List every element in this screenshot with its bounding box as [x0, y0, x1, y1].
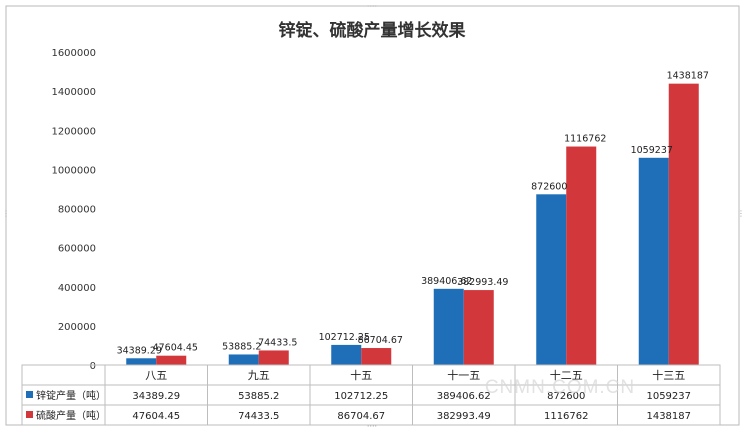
x-tick-label: 十五: [350, 368, 372, 382]
data-table-cell: 53885.2: [238, 391, 279, 402]
data-label: 1438187: [667, 71, 709, 82]
data-label: 1116762: [564, 134, 606, 145]
legend-entry: 硫酸产量（吨）: [36, 409, 106, 422]
bar-zinc: [331, 344, 362, 365]
bar-series-group: [126, 83, 699, 366]
y-axis-tick-labels: 0 200000 400000 600000 800000 1000000 1200000 1…: [51, 48, 96, 372]
x-tick-label: 十一五: [447, 368, 480, 382]
data-label: 389406.62: [421, 276, 472, 287]
legend-entry: 锌锭产量（吨）: [36, 389, 106, 402]
y-tick-label: 800000: [58, 205, 96, 216]
bar-acid: [258, 350, 289, 365]
x-tick-label: 八五: [145, 369, 167, 382]
data-table-cell: 1438187: [646, 411, 691, 422]
bar-acid: [566, 146, 597, 365]
data-table-cell: 1116762: [544, 411, 589, 422]
x-tick-label: 九五: [248, 369, 270, 382]
chart-title: 锌锭、硫酸产量增长效果: [279, 20, 466, 41]
x-tick-label: 十三五: [652, 368, 685, 382]
bar-zinc: [638, 157, 669, 365]
x-tick-label: 十二五: [550, 368, 583, 382]
resize-handle-left[interactable]: ⋮: [2, 209, 10, 218]
resize-handle-top[interactable]: ····: [367, 2, 377, 11]
data-table-cell: 34389.29: [132, 391, 180, 402]
data-table-cell: 1059237: [646, 391, 691, 402]
y-tick-label: 1600000: [51, 48, 96, 59]
data-label: 86704.67: [358, 335, 403, 346]
bar-acid: [361, 348, 392, 365]
bar-zinc: [126, 358, 157, 365]
data-table-cell: 382993.49: [437, 411, 491, 422]
y-tick-label: 0: [90, 361, 96, 372]
data-table-cell: 102712.25: [334, 391, 388, 402]
data-label: 47604.45: [153, 343, 198, 354]
bar-zinc: [433, 288, 464, 365]
data-label: 102712.25: [319, 332, 370, 343]
resize-handle-right[interactable]: ⋮: [737, 209, 745, 218]
bar-zinc: [228, 354, 259, 365]
y-tick-label: 1400000: [51, 87, 96, 98]
data-label: 382993.49: [457, 277, 508, 288]
y-tick-label: 600000: [58, 244, 96, 255]
y-tick-label: 1200000: [51, 126, 96, 137]
bar-zinc: [536, 194, 567, 365]
legend-swatch: [26, 411, 33, 418]
data-table-cell: 74433.5: [238, 411, 279, 422]
data-table-border: [21, 364, 721, 426]
data-label: 1059237: [631, 145, 673, 156]
data-label: 53885.2: [222, 341, 261, 352]
data-label: 34389.29: [117, 345, 162, 356]
y-tick-label: 200000: [58, 322, 96, 333]
legend-swatch: [26, 391, 33, 398]
bar-acid: [463, 290, 494, 365]
bar-acid: [668, 83, 699, 366]
data-table-cell: 389406.62: [437, 391, 491, 402]
watermark: CNMN.COM.CN: [485, 377, 635, 398]
data-label-group: 34389.29 53885.2 102712.25 389406.62 872600 1…: [117, 71, 709, 357]
data-table-cell: 47604.45: [132, 411, 180, 422]
data-table-cell: 86704.67: [337, 411, 385, 422]
y-tick-label: 400000: [58, 283, 96, 294]
data-table-cell: 872600: [547, 391, 585, 402]
data-label: 872600: [531, 181, 567, 192]
data-label: 74433.5: [258, 337, 297, 348]
resize-handle-bottom[interactable]: ····: [367, 422, 377, 431]
bar-acid: [156, 355, 187, 365]
y-tick-label: 1000000: [51, 165, 96, 176]
